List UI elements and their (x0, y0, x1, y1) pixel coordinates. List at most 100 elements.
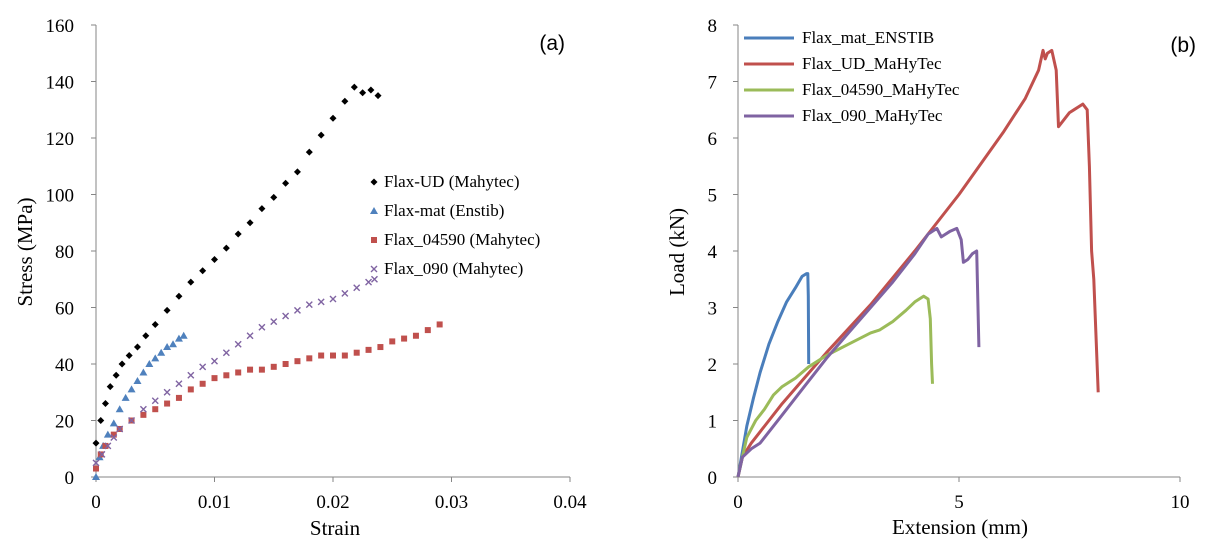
x-tick-label: 0.04 (553, 492, 587, 513)
data-point (270, 363, 277, 370)
data-point (359, 89, 367, 97)
y-tick-label: 0 (65, 468, 75, 489)
data-point (142, 332, 150, 340)
data-point (424, 327, 431, 334)
y-tick-label: 3 (708, 299, 718, 320)
data-point (174, 334, 183, 342)
data-point (211, 255, 218, 263)
data-point (169, 340, 178, 348)
data-point (187, 371, 195, 379)
data-point (92, 459, 100, 467)
data-point (377, 344, 384, 351)
y-tick-label: 160 (46, 16, 75, 37)
x-axis-label: Extension (mm) (892, 515, 1028, 539)
data-point (234, 340, 242, 348)
series-line-3 (736, 226, 981, 478)
data-point (139, 368, 148, 376)
data-point (199, 363, 207, 371)
data-point (187, 386, 194, 393)
data-point (93, 465, 99, 472)
data-point (318, 352, 325, 359)
data-point (246, 332, 254, 340)
data-point (329, 295, 337, 303)
y-tick-label: 2 (708, 355, 718, 376)
data-point (223, 372, 230, 379)
y-tick-label: 8 (708, 16, 718, 37)
data-point (246, 219, 254, 227)
x-tick-label: 0 (91, 492, 101, 513)
data-point (222, 349, 230, 357)
data-point (365, 278, 373, 286)
data-point (110, 431, 117, 438)
legend-label: Flax_090_MaHyTec (802, 106, 943, 125)
data-point (211, 357, 218, 365)
data-point (164, 400, 171, 407)
data-point (374, 92, 382, 100)
data-point (145, 360, 154, 367)
data-point (247, 366, 254, 373)
data-point (157, 348, 166, 356)
x-tick-label: 0 (733, 492, 743, 513)
legend-marker (371, 237, 377, 243)
data-point (187, 278, 195, 286)
series-line-2 (736, 294, 934, 478)
data-point (306, 355, 313, 362)
data-point (199, 267, 207, 275)
data-point (151, 320, 159, 328)
data-point (234, 230, 242, 238)
y-tick-label: 40 (55, 355, 74, 376)
data-point (367, 86, 375, 94)
data-point (175, 292, 183, 300)
data-point (118, 360, 126, 368)
series-line-1 (736, 48, 1100, 478)
data-point (365, 346, 372, 353)
y-tick-label: 100 (46, 186, 75, 207)
data-point (116, 425, 124, 433)
x-tick-label: 0.03 (435, 492, 468, 513)
data-point (270, 193, 278, 201)
y-tick-label: 140 (46, 73, 75, 94)
legend-label: Flax_04590 (Mahytec) (384, 230, 540, 249)
legend-label: Flax_04590_MaHyTec (802, 80, 960, 99)
legend-label: Flax_UD_MaHyTec (802, 54, 942, 73)
legend-marker (370, 207, 378, 214)
legend-label: Flax_090 (Mahytec) (384, 259, 523, 278)
data-point (163, 343, 172, 351)
data-point (127, 385, 136, 393)
data-point (103, 430, 112, 438)
data-point (341, 97, 349, 105)
legend-label: Flax-mat (Enstib) (384, 201, 504, 220)
y-tick-label: 0 (708, 468, 718, 489)
data-point (293, 306, 301, 314)
data-point (106, 383, 114, 391)
data-point (133, 343, 141, 351)
data-point (112, 371, 120, 379)
y-tick-label: 7 (708, 73, 718, 94)
data-point (125, 352, 133, 360)
data-point (329, 114, 337, 122)
y-axis-label: Stress (MPa) (13, 197, 37, 306)
data-point (294, 358, 301, 365)
data-point (133, 376, 142, 384)
data-point (151, 354, 160, 362)
data-point (102, 442, 109, 449)
data-point (282, 312, 290, 320)
data-point (305, 301, 313, 309)
data-point (97, 417, 105, 424)
data-point (401, 335, 408, 342)
data-point (163, 306, 171, 314)
data-point (270, 318, 278, 326)
data-point (110, 433, 118, 441)
data-point (152, 406, 159, 413)
y-tick-label: 120 (46, 129, 75, 150)
data-point (98, 450, 106, 458)
data-point (115, 405, 124, 413)
data-point (151, 397, 159, 405)
panel-label: (a) (539, 32, 565, 55)
data-point (109, 419, 118, 427)
data-point (175, 380, 183, 388)
x-tick-label: 10 (1171, 492, 1190, 513)
data-point (104, 442, 112, 450)
series-line-0 (736, 272, 811, 478)
